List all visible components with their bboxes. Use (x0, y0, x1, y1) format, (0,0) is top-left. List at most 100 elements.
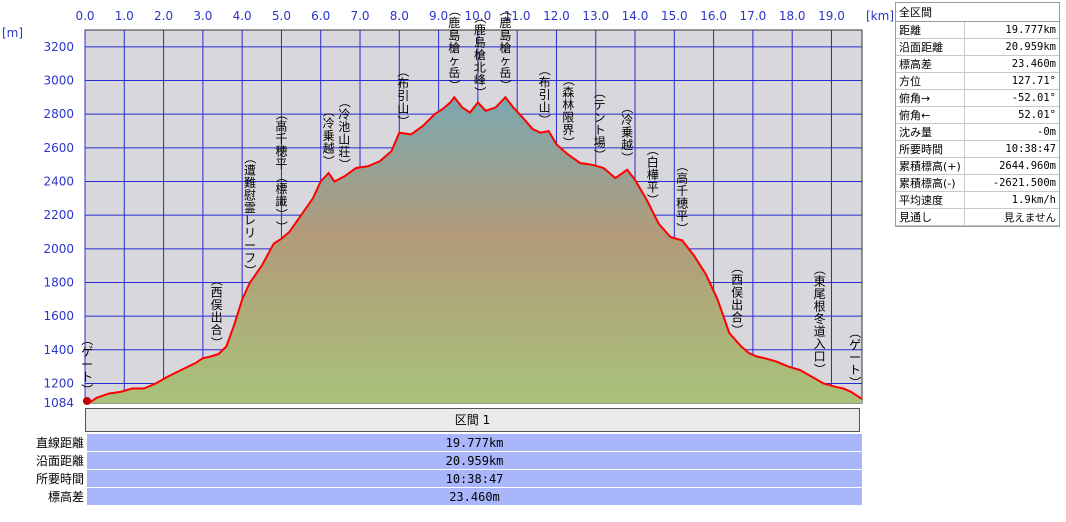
svg-text:遭: 遭 (244, 163, 256, 177)
svg-text:霊: 霊 (244, 201, 256, 215)
stats-row: 方位 127.71° (896, 72, 1059, 90)
svg-text:ヶ: ヶ (448, 53, 460, 67)
stats-key: 見通し (896, 208, 965, 226)
stats-key: 俯角→ (896, 89, 965, 107)
y-tick-label: 3000 (43, 73, 74, 87)
svg-text:島: 島 (499, 27, 511, 42)
stats-row: 累積標高(+) 2644.960m (896, 157, 1059, 175)
stats-table: 距離 19.777km 沿面距離 20.959km 標高差 23.460m 方位 127.71… (896, 22, 1059, 226)
svg-text:平: 平 (275, 157, 287, 171)
svg-text:冷: 冷 (621, 113, 633, 127)
y-unit-label: [m] (2, 26, 23, 40)
svg-text:（: （ (498, 4, 512, 16)
svg-text:慰: 慰 (244, 188, 256, 202)
stats-value: 10:38:47 (964, 140, 1059, 158)
svg-text:（: （ (538, 64, 552, 76)
svg-text:槍: 槍 (499, 40, 511, 55)
svg-text:山: 山 (338, 132, 350, 146)
stats-value: 1.9km/h (964, 191, 1059, 209)
x-tick-label: 17.0 (740, 9, 767, 23)
start-marker (82, 397, 91, 405)
svg-text:）: ） (538, 114, 552, 126)
x-tick-label: 3.0 (193, 9, 212, 23)
stats-row: 標高差 23.460m (896, 55, 1059, 73)
summary-value: 20.959km (87, 452, 862, 470)
x-tick-label: 1.0 (115, 9, 134, 23)
stats-panel: 全区間 距離 19.777km 沿面距離 20.959km 標高差 23.460m 方位 12… (895, 2, 1060, 227)
svg-text:（: （ (730, 261, 744, 273)
svg-text:（: （ (80, 334, 94, 346)
svg-text:引: 引 (397, 89, 409, 103)
section-header: 区間 1 (85, 408, 860, 432)
svg-text:鹿: 鹿 (474, 22, 486, 37)
svg-text:冷: 冷 (323, 117, 335, 131)
y-tick-label: 1084 (43, 396, 74, 408)
elevation-profile-chart: 0.0 1.0 2.0 3.0 4.0 5.0 6.0 7.0 8.0 9.0 10.0 11.0 12… (2, 4, 894, 408)
x-unit-label: [km] (866, 9, 894, 23)
section-summary-table: 直線距離 19.777km 沿面距離 20.959km 所要時間 10:38:47 標高差 2… (0, 434, 862, 506)
stats-row: 所要時間 10:38:47 (896, 140, 1059, 158)
svg-text:森: 森 (562, 85, 574, 100)
stats-value: -0m (964, 123, 1059, 141)
svg-text:（: （ (322, 105, 336, 117)
y-tick-labels: 1084 1200 1400 1600 1800 2000 2200 2400 2600 2800… (43, 40, 74, 408)
svg-text:島: 島 (448, 27, 460, 42)
svg-text:山: 山 (397, 102, 409, 116)
summary-key: 沿面距離 (35, 454, 84, 468)
svg-text:）: ） (447, 79, 461, 91)
stats-value: 127.71° (964, 72, 1059, 90)
x-tick-labels: 0.0 1.0 2.0 3.0 4.0 5.0 6.0 7.0 8.0 9.0 10.0 11.0 12… (75, 9, 844, 23)
svg-text:越: 越 (323, 142, 335, 156)
svg-text:高: 高 (676, 170, 688, 185)
stats-key: 標高差 (896, 55, 965, 73)
svg-text:西: 西 (211, 286, 223, 300)
stats-value: 23.460m (964, 55, 1059, 73)
summary-key: 直線距離 (35, 436, 84, 450)
svg-text:ヶ: ヶ (499, 53, 511, 67)
x-tick-label: 8.0 (390, 9, 409, 23)
svg-text:西: 西 (731, 273, 743, 287)
stats-value: 見えません (964, 208, 1059, 226)
annotation-label: （布引山） (538, 64, 552, 126)
summary-key: 標高差 (47, 490, 84, 504)
svg-text:）: ） (620, 152, 634, 164)
svg-text:林: 林 (562, 98, 574, 112)
stats-key: 沈み量 (896, 123, 965, 141)
summary-row: 直線距離 19.777km (0, 434, 862, 452)
svg-text:引: 引 (539, 88, 551, 102)
svg-text:合: 合 (731, 309, 743, 324)
annotation-label: （ゲート） (80, 334, 94, 396)
svg-text:入: 入 (814, 337, 826, 351)
y-tick-label: 1800 (43, 275, 74, 289)
svg-text:（: （ (243, 152, 257, 164)
svg-text:）: ） (337, 158, 351, 170)
svg-text:ー: ー (244, 238, 256, 252)
svg-text:ゲ: ゲ (849, 338, 861, 352)
svg-text:（: （ (561, 74, 575, 86)
svg-text:東: 東 (814, 275, 826, 289)
x-tick-label: 7.0 (350, 9, 369, 23)
y-tick-label: 2600 (43, 141, 74, 155)
svg-text:（: （ (447, 4, 461, 16)
svg-text:ー: ー (849, 350, 861, 364)
x-tick-label: 10.0 (465, 9, 492, 23)
svg-text:界: 界 (562, 123, 574, 137)
svg-text:峰: 峰 (474, 73, 486, 87)
svg-text:ン: ン (594, 110, 606, 124)
annotation-label: （布引山） (396, 65, 410, 127)
svg-text:北: 北 (474, 60, 486, 74)
x-tick-label: 9.0 (429, 9, 448, 23)
stats-value: 19.777km (964, 22, 1059, 39)
svg-text:）: ） (243, 264, 257, 276)
x-tick-label: 4.0 (233, 9, 252, 23)
svg-text:（: （ (274, 108, 288, 120)
svg-text:ー: ー (81, 358, 93, 372)
x-tick-label: 18.0 (779, 9, 806, 23)
stats-row: 沈み量 -0m (896, 123, 1059, 141)
svg-text:レ: レ (244, 213, 256, 227)
svg-text:尾: 尾 (814, 287, 826, 301)
